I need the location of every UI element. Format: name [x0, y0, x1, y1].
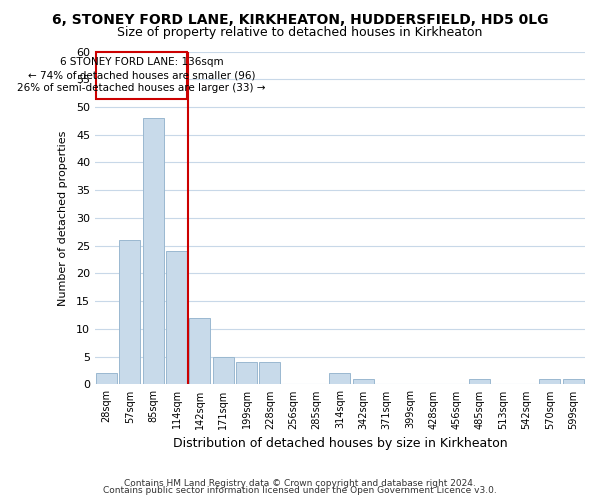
Text: 6, STONEY FORD LANE, KIRKHEATON, HUDDERSFIELD, HD5 0LG: 6, STONEY FORD LANE, KIRKHEATON, HUDDERS… [52, 12, 548, 26]
Bar [213, 356, 234, 384]
Bar [96, 374, 117, 384]
Text: Contains HM Land Registry data © Crown copyright and database right 2024.: Contains HM Land Registry data © Crown c… [124, 478, 476, 488]
Bar [259, 362, 280, 384]
Bar [539, 379, 560, 384]
Bar [119, 240, 140, 384]
X-axis label: Distribution of detached houses by size in Kirkheaton: Distribution of detached houses by size … [173, 437, 507, 450]
Text: Contains public sector information licensed under the Open Government Licence v3: Contains public sector information licen… [103, 486, 497, 495]
Bar [236, 362, 257, 384]
Bar [166, 252, 187, 384]
Y-axis label: Number of detached properties: Number of detached properties [58, 130, 68, 306]
Bar [353, 379, 374, 384]
FancyBboxPatch shape [96, 52, 187, 98]
Text: 6 STONEY FORD LANE: 136sqm
← 74% of detached houses are smaller (96)
26% of semi: 6 STONEY FORD LANE: 136sqm ← 74% of deta… [17, 57, 266, 94]
Bar [143, 118, 164, 384]
Bar [329, 374, 350, 384]
Bar [469, 379, 490, 384]
Bar [563, 379, 584, 384]
Text: Size of property relative to detached houses in Kirkheaton: Size of property relative to detached ho… [118, 26, 482, 39]
Bar [190, 318, 211, 384]
